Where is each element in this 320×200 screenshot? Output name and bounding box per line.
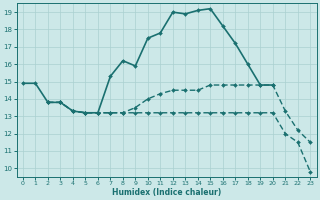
X-axis label: Humidex (Indice chaleur): Humidex (Indice chaleur) [112, 188, 221, 197]
